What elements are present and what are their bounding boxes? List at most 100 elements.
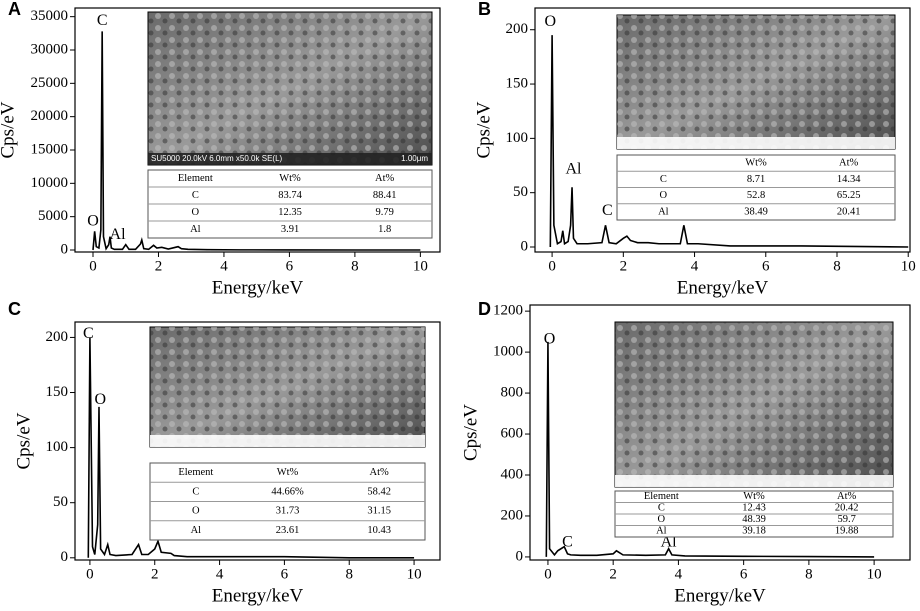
table-cell: Al <box>191 525 202 536</box>
y-axis-title: Cps/eV <box>473 101 494 158</box>
x-tick-label: 4 <box>216 566 224 582</box>
x-tick-label: 8 <box>351 258 359 274</box>
table-cell: 12.43 <box>742 503 766 514</box>
table-cell: 20.42 <box>835 503 859 514</box>
table-header: At% <box>375 173 395 184</box>
y-tick-label: 50 <box>53 494 68 510</box>
peak-label: O <box>544 330 556 347</box>
y-axis-title: Cps/eV <box>0 101 18 158</box>
x-tick-label: 6 <box>281 566 289 582</box>
panel-label: B <box>478 0 491 19</box>
table-cell: 1.8 <box>378 224 391 235</box>
x-axis-title: Energy/keV <box>212 585 304 606</box>
x-tick-label: 0 <box>89 258 97 274</box>
plot-frame <box>529 304 911 561</box>
y-tick-label: 0 <box>61 549 69 565</box>
sem-infobar <box>617 137 895 149</box>
sem-texture <box>617 15 895 149</box>
x-axis-title: Energy/keV <box>674 585 766 606</box>
y-tick-label: 800 <box>501 385 524 401</box>
y-tick-label: 50 <box>513 184 528 200</box>
table-header: At% <box>839 158 859 169</box>
y-tick-label: 200 <box>46 329 69 345</box>
x-tick-label: 0 <box>548 258 556 274</box>
peak-label: Al <box>565 161 582 178</box>
table-cell: 48.39 <box>742 514 766 525</box>
table-cell: 31.15 <box>367 506 391 517</box>
x-tick-label: 2 <box>155 258 163 274</box>
y-tick-label: 100 <box>506 130 529 146</box>
x-tick-label: 4 <box>220 258 228 274</box>
table-cell: Al <box>658 206 669 217</box>
table-cell: 10.43 <box>367 525 391 536</box>
table-cell: 88.41 <box>373 190 397 201</box>
table-cell: 44.66% <box>271 486 304 497</box>
table-cell: 65.25 <box>837 190 861 201</box>
peak-label: Al <box>110 226 127 243</box>
table-cell: 19.88 <box>835 526 859 537</box>
table-cell: 20.41 <box>837 206 861 217</box>
peak-label: C <box>562 533 573 550</box>
table-cell: 12.35 <box>278 207 302 218</box>
x-tick-label: 6 <box>286 258 294 274</box>
x-tick-label: 4 <box>691 258 699 274</box>
x-tick-label: 2 <box>620 258 628 274</box>
peak-label: O <box>87 213 99 230</box>
y-tick-label: 0 <box>61 241 69 257</box>
panel-label: D <box>478 299 491 319</box>
table-cell: 52.8 <box>747 190 765 201</box>
y-tick-label: 35000 <box>31 8 69 24</box>
y-tick-label: 5000 <box>38 208 68 224</box>
table-cell: 58.42 <box>367 486 391 497</box>
y-axis-title: Cps/eV <box>13 412 34 469</box>
table-header: Element <box>644 491 679 502</box>
sem-texture <box>148 12 432 165</box>
table-cell: 31.73 <box>276 506 300 517</box>
y-tick-label: 100 <box>46 439 69 455</box>
x-tick-label: 6 <box>762 258 770 274</box>
table-header: At% <box>370 467 390 478</box>
y-tick-label: 1000 <box>493 344 523 360</box>
y-tick-label: 400 <box>501 466 524 482</box>
y-tick-label: 25000 <box>31 75 69 91</box>
table-cell: Al <box>656 526 667 537</box>
image-caption: SU5000 20.0kV 6.0mm x50.0k SE(L) <box>151 154 283 163</box>
plot-frame <box>534 7 911 253</box>
x-tick-label: 8 <box>805 566 813 582</box>
x-tick-label: 10 <box>407 566 422 582</box>
table-cell: C <box>192 190 199 201</box>
spectrum-line <box>87 337 415 559</box>
table-cell: C <box>658 503 665 514</box>
y-tick-label: 0 <box>516 548 524 564</box>
table-cell: O <box>192 207 200 218</box>
table-cell: 39.18 <box>742 526 766 537</box>
x-tick-label: 8 <box>345 566 353 582</box>
sem-infobar <box>148 153 432 165</box>
panel-label: A <box>8 0 21 19</box>
x-axis-title: Energy/keV <box>212 277 304 298</box>
table-header: Wt% <box>745 158 767 169</box>
table-cell: 14.34 <box>837 174 861 185</box>
y-tick-label: 0 <box>521 238 529 254</box>
table-cell: 38.49 <box>744 206 768 217</box>
x-tick-label: 4 <box>675 566 683 582</box>
peak-label: O <box>545 13 557 30</box>
table-header: Wt% <box>743 491 765 502</box>
x-tick-label: 10 <box>413 258 428 274</box>
y-tick-label: 20000 <box>31 108 69 124</box>
image-scale: 1.00μm <box>401 154 428 163</box>
table-cell: O <box>192 506 200 517</box>
sem-infobar <box>150 435 425 447</box>
table-cell: 59.7 <box>837 514 855 525</box>
peak-label: C <box>83 325 94 342</box>
y-tick-label: 600 <box>501 425 524 441</box>
x-tick-label: 0 <box>86 566 94 582</box>
sem-texture <box>615 322 893 487</box>
table-cell: 9.79 <box>375 207 393 218</box>
y-axis-title: Cps/eV <box>460 404 481 461</box>
y-tick-label: 150 <box>506 75 529 91</box>
y-tick-label: 15000 <box>31 141 69 157</box>
table-header: At% <box>837 491 857 502</box>
table-cell: O <box>660 190 668 201</box>
x-tick-label: 10 <box>901 258 916 274</box>
